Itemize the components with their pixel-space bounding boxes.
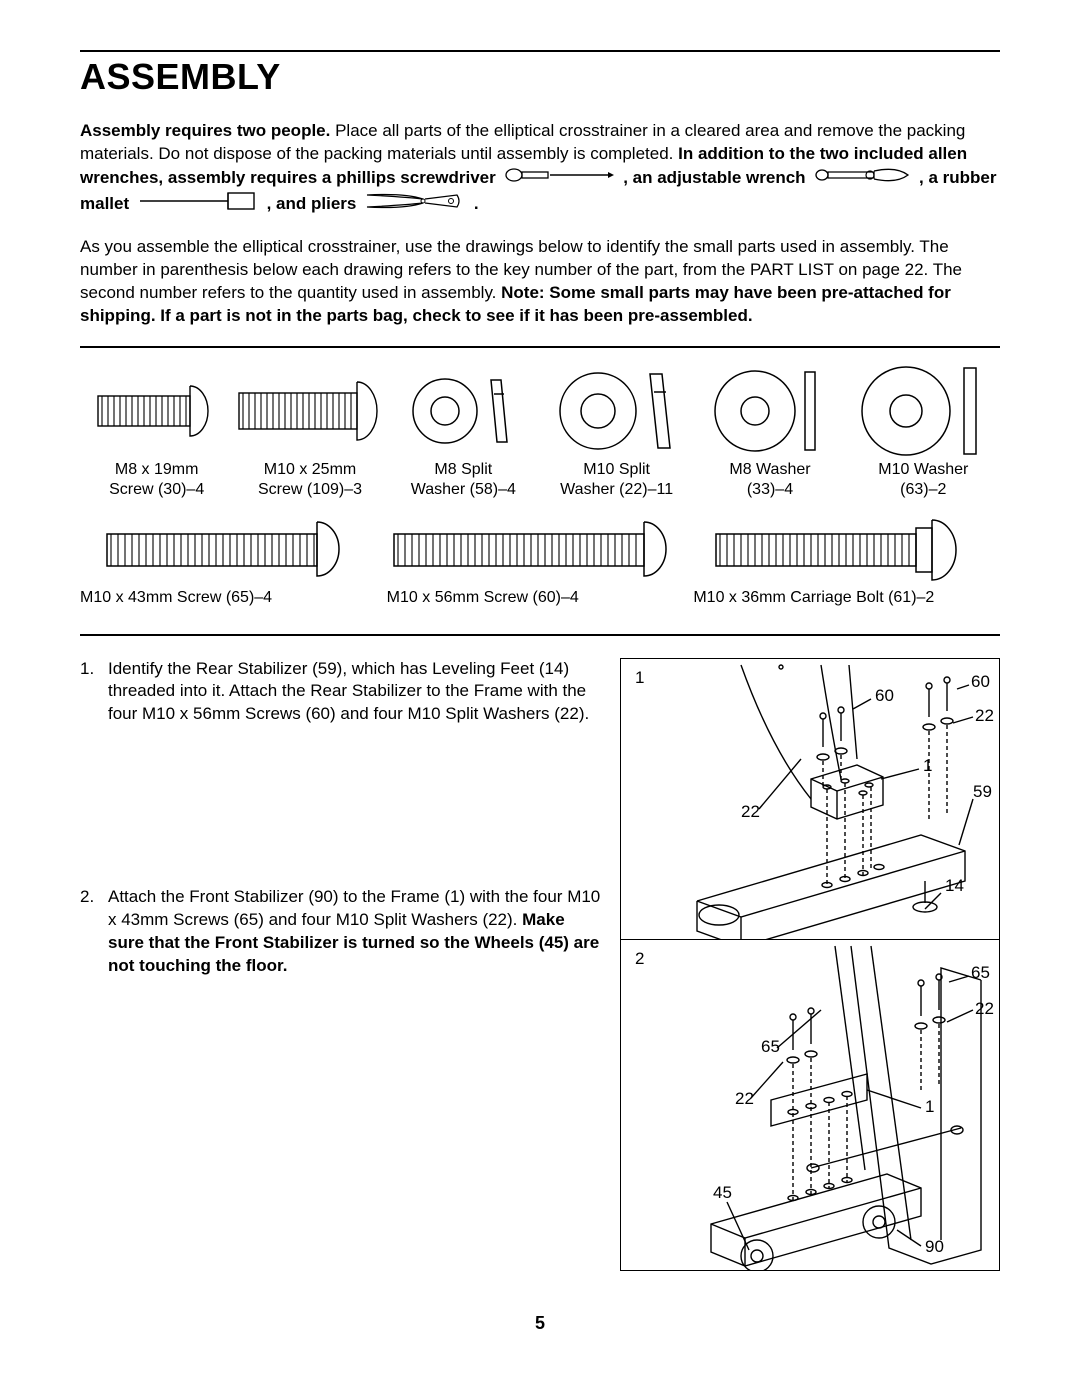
svg-text:1: 1	[923, 756, 932, 775]
carriage-bolt-icon	[712, 514, 982, 584]
part-label-line2: Washer (58)–4	[387, 480, 540, 500]
part-label-line1: M10 x 43mm Screw (65)–4	[80, 588, 387, 608]
pliers-icon	[365, 191, 465, 218]
part-m8-split-washer: M8 Split Washer (58)–4	[387, 366, 540, 500]
step-text: Identify the Rear Stabilizer (59), which…	[108, 658, 602, 727]
part-label-line1: M8 x 19mm	[80, 460, 233, 480]
step-number: 2.	[80, 886, 108, 978]
adjustable-wrench-icon	[814, 166, 910, 191]
intro-bold6: .	[474, 194, 479, 213]
svg-text:65: 65	[971, 963, 990, 982]
diagram-number: 2	[635, 949, 644, 968]
part-m8-washer: M8 Washer (33)–4	[693, 366, 846, 500]
step-number: 1.	[80, 658, 108, 727]
intro-bold3: , an adjustable wrench	[623, 168, 810, 187]
parts-row-1: M8 x 19mm Screw (30)–4	[80, 366, 1000, 500]
assembly-steps: 1. Identify the Rear Stabilizer (59), wh…	[80, 658, 1000, 1271]
page-number: 5	[80, 1313, 1000, 1334]
rubber-mallet-icon	[138, 191, 258, 218]
intro-bold5: , and pliers	[267, 194, 361, 213]
screw-icon	[103, 514, 363, 584]
diagram-step-1: 1 60 60 22 1 59 22 14	[620, 658, 1000, 940]
washer-icon	[848, 366, 998, 456]
step-text: Attach the Front Stabilizer (90) to the …	[108, 886, 602, 978]
diagram-number: 1	[635, 668, 644, 687]
svg-text:90: 90	[925, 1237, 944, 1256]
screw-icon	[390, 514, 690, 584]
part-label-line1: M10 Washer	[847, 460, 1000, 480]
part-m10-56mm-screw: M10 x 56mm Screw (60)–4	[387, 514, 694, 608]
svg-text:65: 65	[761, 1037, 780, 1056]
part-m10-25mm-screw: M10 x 25mm Screw (109)–3	[233, 366, 386, 500]
svg-text:22: 22	[735, 1089, 754, 1108]
part-label-line1: M8 Split	[387, 460, 540, 480]
svg-text:1: 1	[925, 1097, 934, 1116]
step-1: 1. Identify the Rear Stabilizer (59), wh…	[80, 658, 602, 727]
part-label-line2: Washer (22)–11	[540, 480, 693, 500]
intro-paragraph: Assembly requires two people. Place all …	[80, 120, 1000, 218]
svg-text:60: 60	[971, 672, 990, 691]
part-label-line2: Screw (109)–3	[233, 480, 386, 500]
step-2: 2. Attach the Front Stabilizer (90) to t…	[80, 886, 602, 978]
svg-text:22: 22	[741, 802, 760, 821]
svg-text:22: 22	[975, 999, 994, 1018]
part-label-line1: M10 x 36mm Carriage Bolt (61)–2	[693, 588, 1000, 608]
diagram-step-2: 2 65 65 22 22 1 45 90	[620, 940, 1000, 1271]
part-label-line2: (33)–4	[693, 480, 846, 500]
svg-text:22: 22	[975, 706, 994, 725]
screw-icon	[235, 366, 385, 456]
washer-icon	[705, 366, 835, 456]
svg-text:60: 60	[875, 686, 894, 705]
parts-row-2: M10 x 43mm Screw (65)–4	[80, 514, 1000, 608]
phillips-screwdriver-icon	[504, 167, 614, 190]
identify-parts-paragraph: As you assemble the elliptical crosstrai…	[80, 236, 1000, 328]
part-m10-washer: M10 Washer (63)–2	[847, 366, 1000, 500]
part-label-line1: M10 x 56mm Screw (60)–4	[387, 588, 694, 608]
part-m10-36mm-carriage-bolt: M10 x 36mm Carriage Bolt (61)–2	[693, 514, 1000, 608]
split-washer-icon	[552, 366, 682, 456]
screw-icon	[92, 366, 222, 456]
parts-identification-section: M8 x 19mm Screw (30)–4	[80, 346, 1000, 636]
svg-text:45: 45	[713, 1183, 732, 1202]
part-m10-split-washer: M10 Split Washer (22)–11	[540, 366, 693, 500]
part-label-line1: M10 x 25mm	[233, 460, 386, 480]
part-label-line2: (63)–2	[847, 480, 1000, 500]
part-label-line1: M10 Split	[540, 460, 693, 480]
part-m10-43mm-screw: M10 x 43mm Screw (65)–4	[80, 514, 387, 608]
part-m8-19mm-screw: M8 x 19mm Screw (30)–4	[80, 366, 233, 500]
svg-text:59: 59	[973, 782, 992, 801]
part-label-line2: Screw (30)–4	[80, 480, 233, 500]
intro-lead-bold: Assembly requires two people.	[80, 121, 330, 140]
part-label-line1: M8 Washer	[693, 460, 846, 480]
split-washer-icon	[403, 366, 523, 456]
page-title: ASSEMBLY	[80, 56, 1000, 98]
svg-text:14: 14	[945, 876, 964, 895]
